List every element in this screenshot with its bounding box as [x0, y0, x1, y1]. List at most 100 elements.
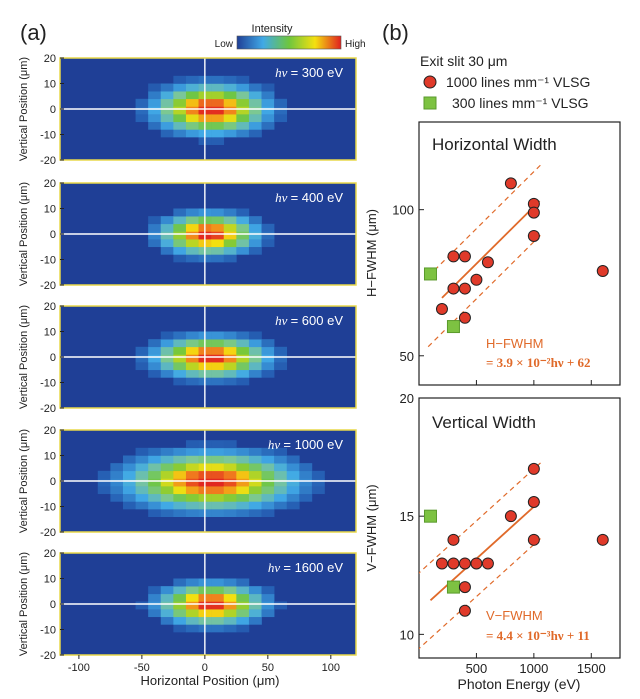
heatmap-cell	[299, 493, 313, 502]
point-1000-lines	[435, 557, 448, 570]
heatmap-cell	[261, 478, 275, 487]
heatmap-cell	[148, 239, 162, 248]
energy-label: hν = 1000 eV	[268, 437, 343, 452]
x-tick-label: 1000	[519, 661, 548, 676]
heatmap-cell	[148, 601, 162, 610]
heatmap-cell	[223, 586, 237, 595]
heatmap-cell	[185, 216, 199, 225]
heatmap-cell	[160, 455, 174, 464]
heatmap-x-tick-label: -100	[68, 662, 90, 674]
heatmap-panel: -20 -10 0 10 20 Vertical Position (μm) hν = 40…	[18, 178, 357, 292]
heatmap-cell	[261, 509, 275, 517]
heatmap-cell	[173, 231, 187, 240]
heatmap-cell	[160, 106, 174, 115]
heatmap-x-label: Horizontal Position (μm)	[141, 673, 280, 688]
heatmap-cell	[311, 486, 325, 495]
heatmap-cell	[236, 455, 250, 464]
point-1000-lines	[447, 250, 460, 263]
heatmap-y-tick-label: -20	[40, 155, 56, 167]
point-300-lines	[446, 580, 460, 594]
heatmap-cell	[160, 354, 174, 363]
heatmap-cell	[248, 339, 262, 348]
heatmap-cell	[236, 377, 250, 386]
heatmap-cell	[261, 463, 275, 472]
point-1000-lines	[596, 265, 609, 278]
point-1000-lines	[481, 557, 494, 570]
heatmap-cell	[160, 216, 174, 225]
heatmap-cell	[261, 98, 275, 107]
heatmap-cell	[236, 223, 250, 232]
heatmap-cell	[299, 470, 313, 479]
heatmap-cell	[148, 354, 162, 363]
heatmap-cell	[148, 463, 162, 472]
heatmap-cell	[261, 609, 275, 618]
heatmap-cell	[173, 369, 187, 378]
heatmap-cell	[135, 501, 149, 510]
heatmap-y-tick-label: 0	[50, 229, 56, 241]
heatmap-cell	[248, 239, 262, 248]
heatmap-cell	[185, 578, 199, 587]
heatmap-cell	[223, 624, 237, 633]
heatmap-y-tick-label: 0	[50, 352, 56, 364]
v-plot-ylabel: V−FWHM (μm)	[364, 484, 379, 571]
h-plot-title: Horizontal Width	[432, 135, 557, 154]
heatmap-cell	[110, 478, 124, 487]
h-fit-lines	[427, 163, 543, 348]
heatmap-cell	[185, 447, 199, 456]
heatmap-cell	[223, 121, 237, 130]
energy-label: hν = 400 eV	[275, 190, 343, 205]
heatmap-cell	[236, 478, 250, 487]
fit-band-line	[427, 233, 543, 348]
heatmap-y-tick-label: -20	[40, 527, 56, 539]
heatmap-cell	[261, 91, 275, 100]
heatmap-y-tick-label: -10	[40, 502, 56, 514]
heatmap-cell	[223, 331, 237, 340]
heatmap-cell	[185, 346, 199, 355]
heatmap-cell	[236, 586, 250, 595]
heatmap-cell	[173, 339, 187, 348]
heatmap-cell	[185, 246, 199, 255]
heatmap-cell	[274, 486, 288, 495]
heatmap-cell	[185, 509, 199, 517]
heatmap-y-label: Vertical Position (μm)	[18, 429, 30, 533]
heatmap-cell	[148, 447, 162, 456]
heatmap-cell	[274, 493, 288, 502]
heatmap-cell	[311, 470, 325, 479]
heatmap-cell	[211, 493, 225, 502]
heatmap-cell	[148, 346, 162, 355]
heatmap-cell	[135, 463, 149, 472]
colorbar-low-label: Low	[215, 39, 234, 50]
heatmap-cell	[211, 83, 225, 92]
heatmap-cell	[185, 377, 199, 386]
h-plot-ticks: 50 100	[392, 203, 592, 385]
heatmap-cell	[135, 486, 149, 495]
legend-marker-300	[423, 96, 437, 110]
heatmap-cell	[97, 470, 111, 479]
heatmap-cell	[135, 455, 149, 464]
heatmap-cell	[274, 98, 288, 107]
heatmap-y-tick-label: 0	[50, 104, 56, 116]
heatmap-cell	[211, 216, 225, 225]
heatmap-cell	[160, 369, 174, 378]
heatmap-cell	[248, 486, 262, 495]
v-plot-frame	[418, 397, 621, 659]
heatmap-cell	[160, 223, 174, 232]
heatmap-cell	[223, 239, 237, 248]
heatmap-cell	[173, 106, 187, 115]
heatmap-cell	[211, 377, 225, 386]
heatmap-cell	[261, 231, 275, 240]
heatmap-y-tick-label: 20	[44, 425, 56, 437]
heatmap-cell	[160, 609, 174, 618]
heatmap-cell	[185, 114, 199, 123]
heatmap-cell	[248, 354, 262, 363]
heatmap-cell	[160, 129, 174, 138]
heatmap-cell	[223, 578, 237, 587]
heatmap-cell	[223, 486, 237, 495]
heatmap-cell	[148, 114, 162, 123]
heatmap-cell	[135, 362, 149, 371]
heatmap-cell	[211, 509, 225, 517]
heatmap-cell	[223, 223, 237, 232]
heatmap-cell	[185, 501, 199, 510]
heatmap-cell	[135, 478, 149, 487]
heatmap-cell	[185, 493, 199, 502]
